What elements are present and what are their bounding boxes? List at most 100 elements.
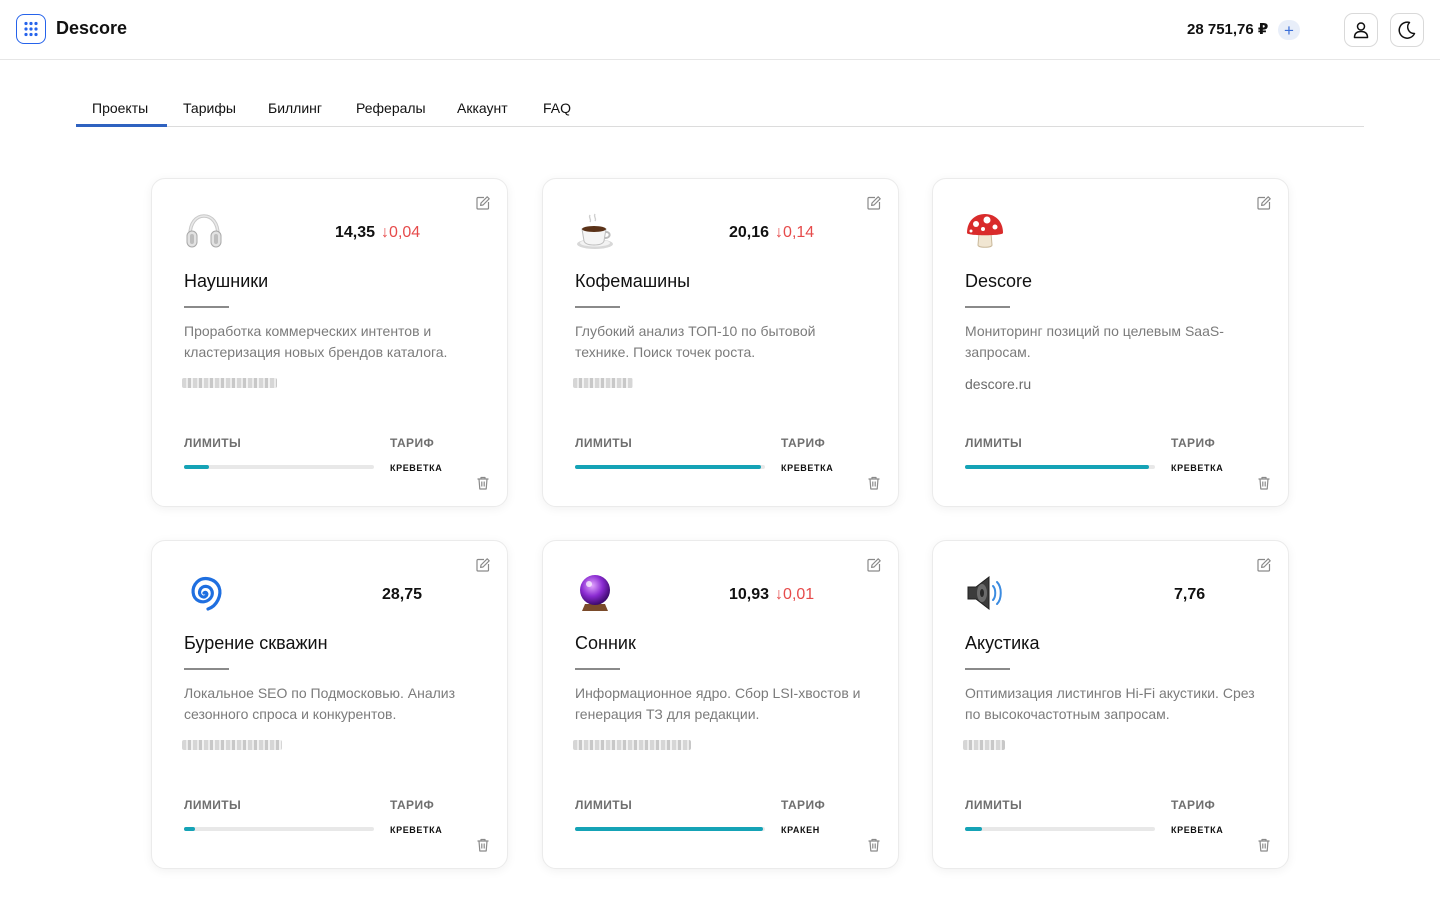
limits-progress-fill	[575, 827, 764, 831]
domain-redacted	[573, 378, 633, 388]
limits-progress-fill	[184, 465, 209, 469]
edit-icon[interactable]	[866, 557, 882, 573]
tab-faq[interactable]: FAQ	[543, 100, 572, 116]
metric-delta: ↓0,04	[381, 224, 421, 241]
divider	[184, 306, 229, 308]
project-name[interactable]: Сонник	[575, 633, 636, 653]
project-name[interactable]: Бурение скважин	[184, 633, 328, 653]
project-domain[interactable]: descore.ru	[965, 376, 1032, 392]
tab-account[interactable]: Аккаунт	[457, 100, 508, 116]
moon-icon	[1398, 21, 1416, 39]
position-metric: 20,16 ↓0,14	[729, 224, 814, 242]
tariff-label: ТАРИФ	[390, 798, 435, 812]
project-name[interactable]: Наушники	[184, 271, 269, 291]
app-title[interactable]: Descore	[56, 18, 128, 38]
project-card[interactable]: 10,93 ↓0,01 Сонник Информационное ядро. С…	[542, 540, 899, 869]
project-name[interactable]: Descore	[965, 271, 1033, 291]
tab-projects[interactable]: Проекты	[92, 100, 149, 116]
project-description: Проработка коммерческих интентов и класт…	[184, 323, 448, 360]
app-logo-icon[interactable]	[16, 14, 46, 44]
position-metric: 28,75	[382, 586, 428, 604]
headphones-icon	[186, 214, 222, 248]
edit-icon[interactable]	[1256, 557, 1272, 573]
limits-label: ЛИМИТЫ	[575, 436, 633, 450]
position-metric	[1116, 224, 1122, 242]
domain-redacted	[963, 740, 1005, 750]
edit-icon[interactable]	[866, 195, 882, 211]
trash-icon[interactable]	[866, 837, 882, 853]
domain-redacted	[182, 740, 282, 750]
domain-redacted	[573, 740, 691, 750]
crystal-ball-icon	[580, 575, 610, 611]
limits-progress	[184, 465, 374, 469]
divider	[965, 306, 1010, 308]
project-description: Информационное ядро. Сбор LSI-хвостов и …	[575, 685, 861, 722]
project-card[interactable]: 7,76 Акустика Оптимизация листингов Hi-F…	[932, 540, 1289, 869]
main-tabs: Проекты Тарифы Биллинг Рефералы Аккаунт …	[76, 88, 1364, 127]
active-tab-indicator	[76, 124, 167, 127]
theme-toggle-button[interactable]	[1390, 13, 1424, 47]
project-name[interactable]: Кофемашины	[575, 271, 691, 291]
limits-progress	[575, 827, 765, 831]
top-up-button[interactable]: +	[1278, 20, 1300, 40]
profile-button[interactable]	[1344, 13, 1378, 47]
tariff-label: ТАРИФ	[781, 436, 826, 450]
limits-progress	[575, 465, 765, 469]
project-description: Глубокий анализ ТОП-10 по бытовой техник…	[575, 323, 816, 360]
tariff-value: КРЕВЕТКА	[1171, 825, 1224, 835]
tariff-label: ТАРИФ	[390, 436, 435, 450]
edit-icon[interactable]	[475, 195, 491, 211]
tariff-value: КРЕВЕТКА	[1171, 463, 1224, 473]
user-icon	[1353, 22, 1369, 39]
tariff-value: КРЕВЕТКА	[390, 463, 443, 473]
limits-progress-fill	[965, 827, 983, 831]
speaker-icon	[967, 575, 1002, 611]
metric-value: 20,16	[729, 224, 770, 241]
project-name[interactable]: Акустика	[965, 633, 1040, 653]
project-card[interactable]: 20,16 ↓0,14 Кофемашины Глубокий анализ ТО…	[542, 178, 899, 507]
divider	[575, 668, 620, 670]
limits-progress	[965, 827, 1155, 831]
top-bar: Descore 28 751,76 ₽ +	[0, 0, 1440, 60]
domain-redacted	[182, 378, 277, 388]
edit-icon[interactable]	[475, 557, 491, 573]
position-metric: 10,93 ↓0,01	[729, 586, 814, 604]
tariff-label: ТАРИФ	[781, 798, 826, 812]
limits-progress	[965, 465, 1155, 469]
limits-progress-fill	[575, 465, 762, 469]
project-card[interactable]: 14,35 ↓0,04 Наушники Проработка коммерчес…	[151, 178, 508, 507]
project-card[interactable]: 28,75 Бурение скважин Локальное SEO по П…	[151, 540, 508, 869]
limits-label: ЛИМИТЫ	[965, 436, 1023, 450]
trash-icon[interactable]	[1256, 837, 1272, 853]
limits-label: ЛИМИТЫ	[965, 798, 1023, 812]
project-description: Оптимизация листингов Hi-Fi акустики. Ср…	[965, 685, 1255, 722]
metric-delta: ↓0,14	[775, 224, 815, 241]
divider	[965, 668, 1010, 670]
metric-value: 7,76	[1174, 586, 1206, 603]
metric-value: 14,35	[335, 224, 376, 241]
position-metric: 14,35 ↓0,04	[335, 224, 420, 242]
cyclone-icon	[191, 576, 222, 611]
tariff-label: ТАРИФ	[1171, 798, 1216, 812]
tariff-value: КРЕВЕТКА	[390, 825, 443, 835]
project-card[interactable]: Descore Мониторинг позиций по целевым Sa…	[932, 178, 1289, 507]
trash-icon[interactable]	[866, 475, 882, 491]
tariff-value: КРЕВЕТКА	[781, 463, 834, 473]
trash-icon[interactable]	[1256, 475, 1272, 491]
limits-progress	[184, 827, 374, 831]
tab-billing[interactable]: Биллинг	[268, 100, 323, 116]
divider	[575, 306, 620, 308]
limits-label: ЛИМИТЫ	[184, 798, 242, 812]
metric-value: 10,93	[729, 586, 770, 603]
trash-icon[interactable]	[475, 837, 491, 853]
edit-icon[interactable]	[1256, 195, 1272, 211]
tariff-label: ТАРИФ	[1171, 436, 1216, 450]
divider	[184, 668, 229, 670]
trash-icon[interactable]	[475, 475, 491, 491]
tab-referrals[interactable]: Рефералы	[356, 100, 426, 116]
limits-label: ЛИМИТЫ	[575, 798, 633, 812]
tariff-value: КРАКЕН	[781, 825, 820, 835]
tab-tariffs[interactable]: Тарифы	[183, 100, 236, 116]
mushroom-icon	[967, 214, 1003, 248]
limits-label: ЛИМИТЫ	[184, 436, 242, 450]
